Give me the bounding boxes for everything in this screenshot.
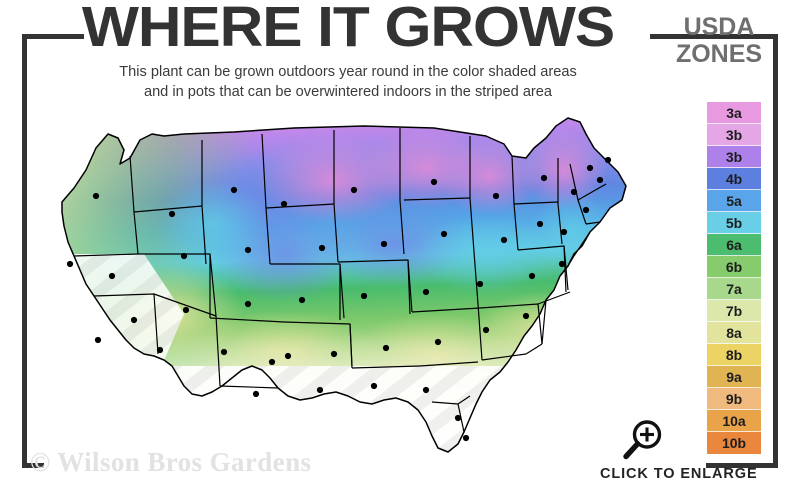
zone-swatch-4b-3[interactable]: 4b bbox=[707, 168, 761, 190]
legend-heading: USDA ZONES bbox=[660, 14, 778, 68]
zone-swatch-8a-10[interactable]: 8a bbox=[707, 322, 761, 344]
frame-border-top-right bbox=[650, 34, 778, 39]
zone-swatch-5b-5[interactable]: 5b bbox=[707, 212, 761, 234]
page-title: WHERE IT GROWS bbox=[81, 0, 615, 59]
zone-swatch-6a-6[interactable]: 6a bbox=[707, 234, 761, 256]
frame-border-right bbox=[773, 34, 778, 468]
legend-heading-line-1: USDA bbox=[683, 13, 755, 41]
frame-border-left bbox=[22, 34, 27, 468]
magnifier-plus-icon[interactable] bbox=[620, 417, 666, 463]
map-city-dots bbox=[66, 156, 612, 442]
subtitle-line-1: This plant can be grown outdoors year ro… bbox=[119, 64, 577, 80]
page-subtitle: This plant can be grown outdoors year ro… bbox=[44, 62, 652, 102]
frame-border-top-left bbox=[22, 34, 84, 39]
frame-border-bottom-left bbox=[22, 463, 44, 468]
zone-swatch-3b-2[interactable]: 3b bbox=[707, 146, 761, 168]
zone-swatch-7b-9[interactable]: 7b bbox=[707, 300, 761, 322]
legend-heading-line-2: ZONES bbox=[675, 40, 763, 68]
click-to-enlarge-label[interactable]: CLICK TO ENLARGE bbox=[600, 466, 758, 482]
zone-swatch-6b-7[interactable]: 6b bbox=[707, 256, 761, 278]
map-zone-fill bbox=[62, 118, 626, 452]
usda-zone-legend: 3a 3b 3b 4b 5a 5b 6a 6b 7a 7b 8a 8b 9a 9b 10a 10b bbox=[707, 102, 761, 454]
zone-swatch-3b-1[interactable]: 3b bbox=[707, 124, 761, 146]
zone-swatch-9a-12[interactable]: 9a bbox=[707, 366, 761, 388]
usda-hardiness-zone-map[interactable] bbox=[34, 104, 654, 460]
zone-swatch-10a-14[interactable]: 10a bbox=[707, 410, 761, 432]
zone-swatch-8b-11[interactable]: 8b bbox=[707, 344, 761, 366]
zone-swatch-10b-15[interactable]: 10b bbox=[707, 432, 761, 454]
zone-swatch-5a-4[interactable]: 5a bbox=[707, 190, 761, 212]
map-state-boundaries bbox=[61, 117, 627, 453]
zone-swatch-7a-8[interactable]: 7a bbox=[707, 278, 761, 300]
watermark: © Wilson Bros Gardens bbox=[30, 447, 312, 477]
subtitle-line-2: and in pots that can be overwintered ind… bbox=[143, 84, 553, 100]
zone-swatch-9b-13[interactable]: 9b bbox=[707, 388, 761, 410]
frame-border-bottom-right bbox=[706, 463, 778, 468]
zone-swatch-3a[interactable]: 3a bbox=[707, 102, 761, 124]
